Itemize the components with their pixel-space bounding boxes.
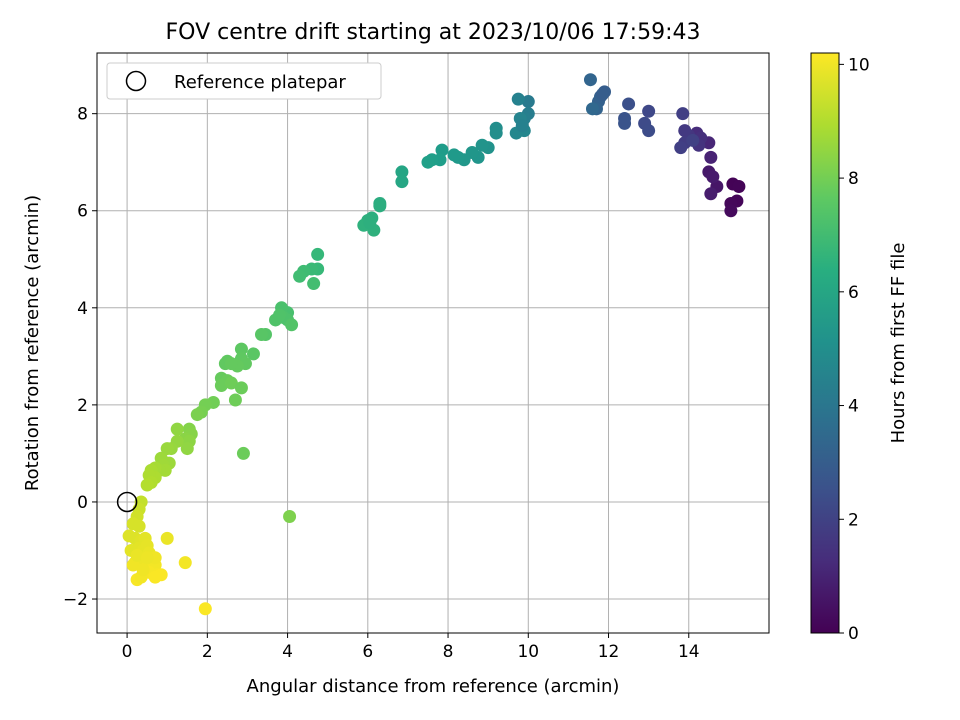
data-point [475,138,489,152]
colorbar-tick-label: 2 [848,510,859,530]
x-tick-label: 2 [202,642,213,662]
colorbar-label: Hours from first FF file [888,243,909,444]
data-point [585,102,599,116]
data-point [678,124,692,138]
colorbar-tick-label: 6 [848,283,859,303]
data-point [642,124,656,138]
data-point [307,277,321,291]
data-point [515,119,529,133]
legend-box [106,62,382,100]
data-point [160,442,174,456]
colorbar-tick-label: 0 [848,624,859,644]
data-point [136,563,150,577]
reference-marker [116,491,138,513]
x-tick-label: 6 [362,642,373,662]
data-point [254,328,268,342]
data-point [435,143,449,157]
plot-frame [96,52,770,634]
data-point [724,204,738,218]
y-axis-ticks: −2 0 2 4 6 8 [63,105,97,610]
colorbar-ticks: 0 2 4 6 8 10 [839,55,870,644]
data-point [130,548,144,562]
x-tick-label: 4 [282,642,293,662]
plot-area: 0 2 4 6 8 10 12 14 −2 0 2 4 6 8 [63,52,770,662]
data-point [198,602,212,616]
colorbar-tick-label: 10 [848,55,870,75]
data-point [234,342,248,356]
data-point [228,393,242,407]
colorbar-gradient [810,52,840,634]
colorbar-tick-label: 4 [848,397,859,417]
data-point [234,381,248,395]
data-point [246,347,260,361]
x-tick-label: 12 [598,642,620,662]
data-point [140,551,154,565]
data-point [132,519,146,533]
data-point [285,318,299,332]
data-point [180,442,194,456]
data-point [521,95,535,109]
data-point [642,104,656,118]
data-point [706,170,720,184]
data-point [236,446,250,460]
legend-label: Reference platepar [174,72,346,93]
data-point [583,73,597,87]
data-point [273,308,287,322]
data-point [311,247,325,261]
data-point [622,97,636,111]
data-point [293,269,307,283]
x-tick-label: 14 [678,642,700,662]
data-point [674,141,688,155]
x-tick-label: 8 [443,642,454,662]
y-tick-label: 8 [77,105,88,125]
data-points [122,73,746,616]
colorbar: 0 2 4 6 8 10 Hours from first FF file [810,52,909,644]
x-axis-label: Angular distance from reference (arcmin) [247,676,620,697]
data-point [373,199,387,213]
data-point [224,376,238,390]
legend: Reference platepar [106,62,382,100]
x-axis-ticks: 0 2 4 6 8 10 12 14 [122,633,700,662]
data-point [395,175,409,189]
legend-reference-marker-icon [125,70,147,92]
data-point [732,179,746,193]
data-point [447,148,461,162]
colorbar-tick-label: 8 [848,169,859,189]
data-point [704,187,718,201]
data-point [618,116,632,130]
y-axis-label: Rotation from reference (arcmin) [22,195,43,491]
data-point [596,87,610,101]
data-point [140,478,154,492]
x-tick-label: 0 [122,642,133,662]
data-point [160,531,174,545]
data-point [190,408,204,422]
data-point [126,558,140,572]
chart-title: FOV centre drift starting at 2023/10/06 … [166,20,701,45]
data-point [395,165,409,179]
data-point [686,133,700,147]
data-point [421,155,435,169]
x-tick-label: 10 [517,642,539,662]
data-point [283,510,297,524]
reference-platepar-point [116,491,138,513]
data-point [224,357,238,371]
y-tick-label: 2 [77,396,88,416]
data-point [511,92,525,106]
data-point [676,107,690,121]
y-tick-label: 4 [77,299,88,319]
data-point [214,378,228,392]
y-tick-label: −2 [63,590,88,610]
data-point [148,570,162,584]
data-point [363,216,377,230]
y-tick-label: 0 [77,493,88,513]
data-point [178,556,192,570]
data-point [489,126,503,140]
y-tick-label: 6 [77,202,88,222]
data-point [170,422,184,436]
data-point [704,150,718,164]
plot-background [97,53,769,633]
